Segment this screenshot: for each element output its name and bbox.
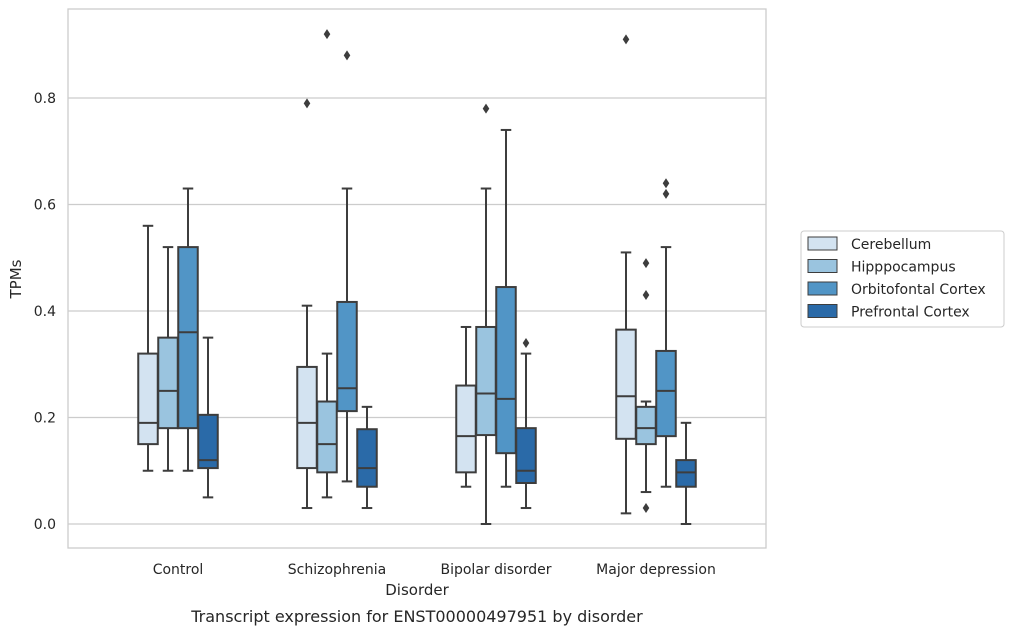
outlier-point: [482, 103, 490, 114]
legend-swatch: [807, 304, 838, 318]
y-axis-label: TPMs: [7, 259, 25, 299]
box-0-3: [615, 34, 637, 515]
outlier-point: [343, 50, 351, 61]
box-1-1: [316, 29, 338, 499]
outlier-point: [642, 258, 650, 269]
y-tick-label: 0.6: [34, 198, 56, 214]
legend-swatch: [807, 236, 838, 251]
box-iqr: [356, 428, 378, 488]
chart-caption: Transcript expression for ENST0000049795…: [190, 607, 643, 626]
x-tick-label: Bipolar disorder: [440, 562, 551, 578]
box-0-2: [455, 325, 477, 488]
box-iqr: [475, 325, 497, 437]
box-3-1: [356, 405, 378, 510]
y-tick-label: 0.2: [34, 411, 56, 427]
box-2-2: [495, 128, 517, 488]
box-iqr: [635, 405, 657, 446]
legend-frame: [800, 230, 1005, 328]
legend: Cerebellum Hipppocampus Orbitofontal Corte…: [800, 230, 1005, 328]
legend-label: Hipppocampus: [851, 260, 956, 276]
x-tick-label: Major depression: [596, 562, 716, 578]
x-tick-label: Control: [153, 562, 204, 578]
box-groups: [137, 29, 697, 525]
box-1-0: [157, 246, 179, 472]
x-tick-labels: Control Schizophrenia Bipolar disorder Majo…: [153, 562, 716, 578]
box-2-3: [655, 178, 677, 488]
legend-swatch: [807, 281, 838, 296]
box-iqr: [296, 365, 318, 470]
box-3-2: [515, 337, 537, 510]
box-2-0: [177, 187, 199, 472]
y-tick-label: 0.0: [34, 517, 56, 533]
legend-swatch: [807, 259, 838, 273]
x-axis-label: Disorder: [385, 581, 449, 599]
box-0-0: [137, 224, 159, 472]
outlier-point: [642, 503, 650, 514]
box-iqr: [515, 427, 537, 484]
box-1-2: [475, 103, 497, 525]
x-tick-label: Schizophrenia: [288, 562, 386, 578]
box-iqr: [455, 384, 477, 474]
outlier-point: [522, 337, 530, 348]
box-1-3: [635, 258, 657, 514]
box-iqr: [197, 413, 219, 470]
box-iqr: [655, 349, 677, 438]
outlier-point: [642, 290, 650, 301]
outlier-point: [303, 98, 311, 109]
box-2-1: [336, 50, 358, 483]
box-iqr: [137, 352, 159, 446]
box-iqr: [675, 459, 697, 488]
legend-label: Prefrontal Cortex: [851, 305, 970, 321]
y-tick-label: 0.4: [34, 304, 56, 320]
y-tick-labels: 0.0 0.2 0.4 0.6 0.8: [34, 91, 56, 533]
legend-label: Orbitofontal Cortex: [851, 282, 986, 298]
box-iqr: [177, 246, 199, 430]
outlier-point: [323, 29, 331, 40]
outlier-point: [662, 178, 670, 189]
outlier-point: [622, 34, 630, 45]
box-0-1: [296, 98, 318, 510]
outlier-point: [662, 188, 670, 199]
legend-label: Cerebellum: [851, 237, 931, 253]
box-3-3: [675, 421, 697, 525]
box-iqr: [336, 300, 358, 413]
box-iqr: [495, 286, 517, 455]
box-iqr: [615, 328, 637, 440]
gridlines: [68, 97, 766, 525]
box-iqr: [157, 336, 179, 430]
plot-frame: [67, 8, 767, 549]
box-3-0: [197, 336, 219, 499]
y-tick-label: 0.8: [34, 91, 56, 107]
box-iqr: [316, 400, 338, 474]
